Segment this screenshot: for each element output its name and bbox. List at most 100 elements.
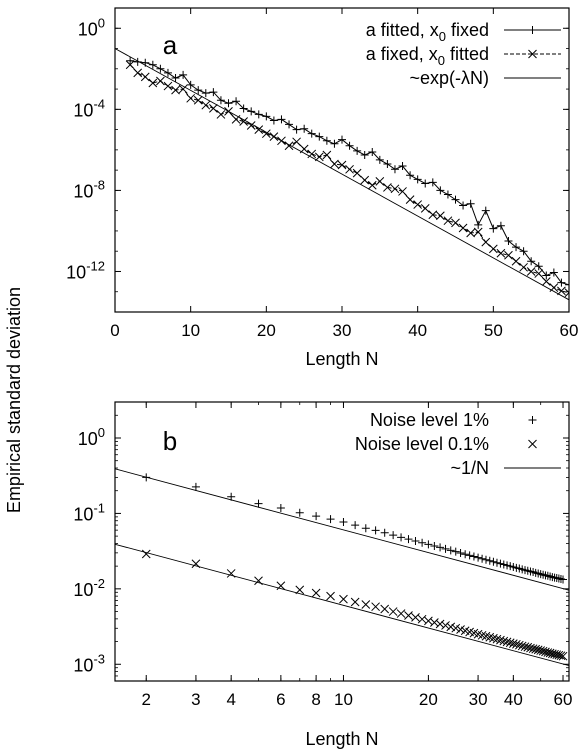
data-point [311, 588, 321, 598]
data-point [156, 76, 165, 86]
data-point [559, 575, 568, 584]
y-tick-label: 10-1 [73, 500, 105, 524]
data-point [360, 175, 370, 185]
x-axis-label: Length N [305, 349, 378, 369]
data-point [511, 256, 521, 266]
data-point [526, 267, 536, 276]
x-tick-label: 6 [276, 690, 285, 709]
data-point [424, 540, 433, 549]
data-point [398, 187, 407, 196]
data-point [375, 176, 385, 186]
data-point [339, 517, 348, 526]
data-point [526, 643, 535, 653]
data-point [451, 218, 460, 228]
data-point [171, 74, 180, 83]
data-point [232, 97, 241, 106]
legend-marker [528, 26, 537, 34]
data-point [481, 237, 491, 247]
data-point [368, 147, 377, 156]
x-axis-label: Length N [305, 729, 378, 749]
data-point [351, 521, 360, 530]
data-point [421, 179, 430, 188]
legend-label: ~1/N [450, 458, 489, 478]
y-tick-label: 100 [78, 425, 105, 449]
data-point [474, 553, 483, 562]
data-point [209, 88, 218, 97]
data-point [443, 190, 452, 199]
data-point [326, 591, 335, 601]
data-point [383, 183, 392, 192]
data-point [446, 546, 455, 555]
data-point [503, 561, 512, 570]
data-point [276, 581, 286, 591]
data-point [390, 165, 399, 174]
data-point [380, 528, 389, 537]
data-point [140, 72, 150, 82]
data-point [352, 168, 362, 178]
data-point [194, 86, 203, 95]
x-tick-label: 40 [408, 321, 427, 340]
data-point [538, 646, 548, 656]
data-point [360, 150, 369, 159]
data-point [383, 160, 392, 169]
data-point [201, 89, 210, 98]
data-point [469, 552, 478, 561]
data-point [492, 558, 501, 567]
data-point [556, 651, 566, 661]
data-point [473, 227, 483, 237]
data-point [519, 262, 528, 272]
data-point [312, 512, 321, 521]
data-point [404, 611, 413, 620]
plot-frame [114, 401, 570, 682]
y-tick-label: 10-8 [73, 177, 105, 201]
data-point [428, 178, 437, 187]
data-point [224, 99, 233, 108]
data-point [496, 248, 506, 258]
data-point [367, 180, 377, 190]
data-point [461, 550, 470, 559]
data-point [534, 269, 544, 278]
x-tick-label: 30 [469, 690, 488, 709]
data-point [489, 633, 498, 643]
data-point [209, 103, 218, 113]
data-point [411, 613, 420, 622]
data-point [330, 139, 339, 148]
data-point [504, 250, 513, 260]
data-point [322, 136, 331, 145]
data-point [549, 283, 559, 292]
data-point [404, 535, 413, 544]
data-point [496, 221, 505, 230]
data-point [512, 639, 521, 649]
data-point [485, 556, 494, 565]
x-tick-label: 30 [333, 321, 352, 340]
data-point [443, 216, 453, 226]
data-point [499, 636, 509, 646]
data-point [557, 278, 566, 287]
data-point [446, 622, 456, 632]
data-point [295, 508, 304, 517]
data-point [465, 551, 474, 560]
data-point [322, 150, 332, 160]
data-point [307, 149, 317, 159]
legend-marker [528, 49, 537, 59]
data-point [390, 184, 400, 194]
data-point [517, 641, 527, 651]
panel-b: 2 3 4 6 8 10 20 30 40 60 100 10-1 10-2 10-3 Length N b N… [73, 401, 572, 749]
data-point [292, 137, 301, 147]
data-point [512, 243, 521, 252]
data-point [428, 210, 438, 220]
legend-label: a fixed, x0 fitted [366, 44, 489, 68]
data-point [430, 541, 439, 550]
data-point [389, 531, 398, 540]
data-point [148, 78, 158, 88]
data-point [397, 533, 406, 542]
data-point [430, 618, 439, 627]
data-point [546, 572, 555, 581]
y-tick-label: 10-2 [73, 576, 105, 600]
data-point [178, 84, 188, 94]
data-point [533, 645, 543, 655]
data-point [531, 644, 541, 654]
data-point [411, 536, 420, 545]
legend-marker [528, 416, 537, 424]
